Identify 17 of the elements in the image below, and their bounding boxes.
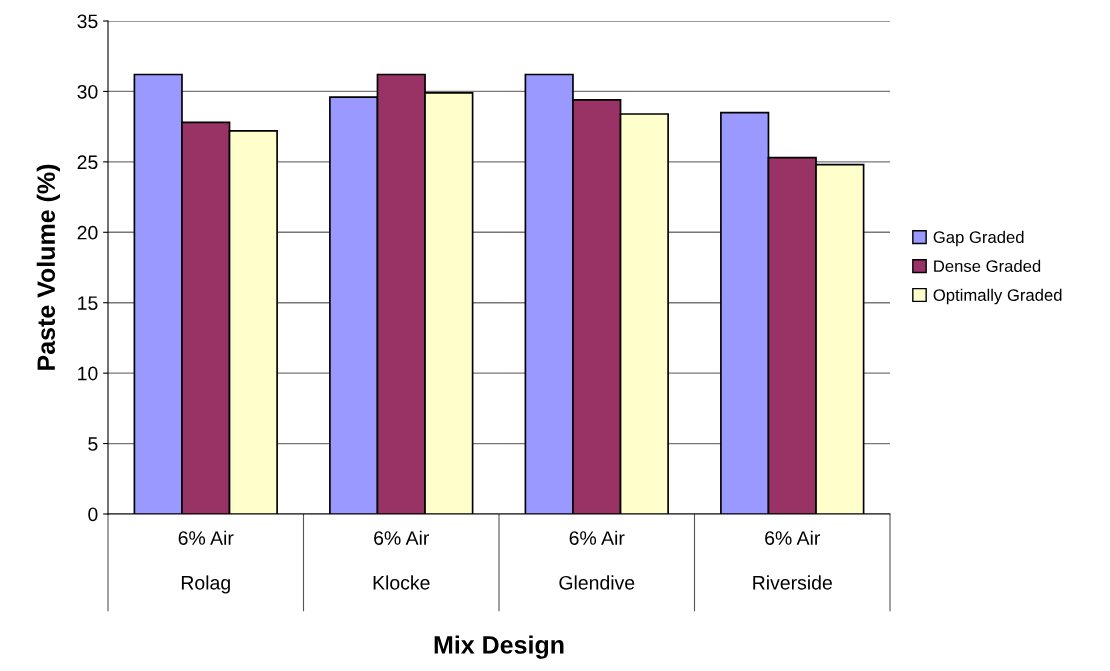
x-axis-title: Mix Design xyxy=(434,635,564,659)
y-tick-label: 15 xyxy=(78,296,98,310)
y-tick-label: 5 xyxy=(88,437,98,451)
y-tick-label: 0 xyxy=(88,507,98,522)
y-tick-label: 30 xyxy=(77,84,98,99)
y-tick-label: 10 xyxy=(78,366,98,381)
category-label: 6% Air Riverside xyxy=(753,530,832,590)
category-label: 6% Air Glendive xyxy=(559,530,635,590)
legend-label: Gap Graded xyxy=(933,230,1024,247)
y-tick-label: 25 xyxy=(77,155,98,170)
y-axis-title: Paste Volume (%) xyxy=(36,164,60,370)
y-tick-label: 20 xyxy=(77,225,98,240)
category-label: 6% Air Rolag xyxy=(178,530,234,594)
legend-label: Dense Graded xyxy=(934,259,1041,273)
category-label: 6% Air Klocke xyxy=(373,530,430,590)
y-tick-label: 35 xyxy=(77,14,98,29)
legend-label: Optimally Graded xyxy=(933,288,1062,305)
